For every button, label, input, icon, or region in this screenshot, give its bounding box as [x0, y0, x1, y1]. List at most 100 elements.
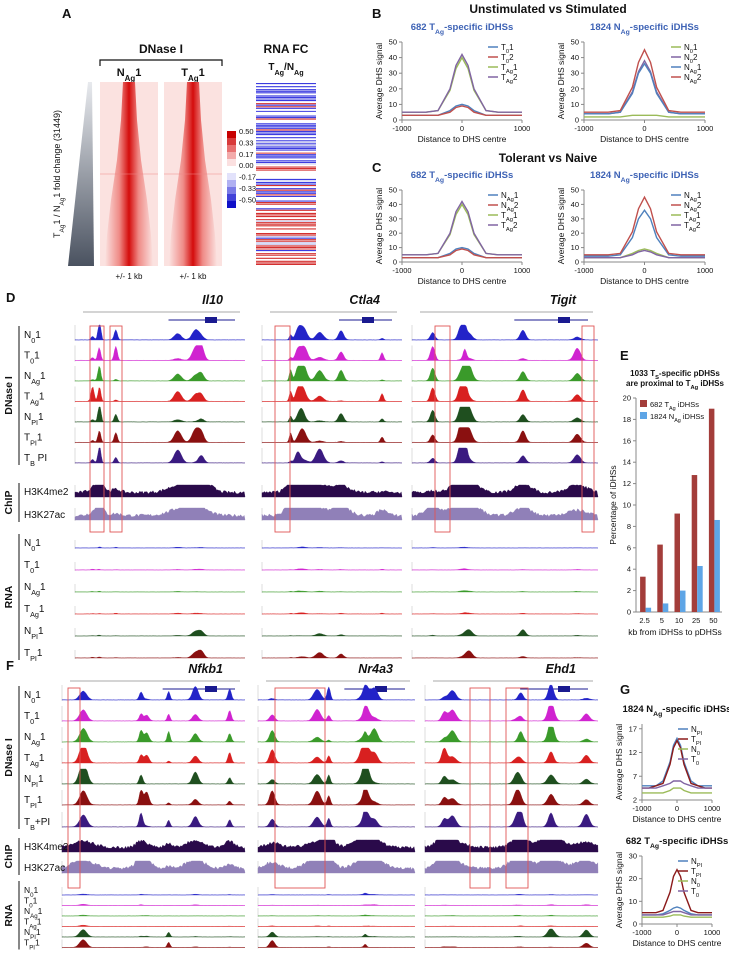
- legend-label-part: PI: [696, 741, 702, 747]
- y-tick-label: 30: [389, 69, 397, 78]
- track-label: NAg1: [24, 582, 46, 597]
- legend-label: TPI: [691, 735, 702, 747]
- track-label-part: 0: [30, 356, 34, 365]
- x-axis-label: Distance to DHS centre: [600, 134, 689, 144]
- track-signal: [261, 484, 403, 498]
- series-line: [642, 787, 712, 794]
- track-label-part: 1: [39, 604, 45, 615]
- y-tick-label: 10: [389, 100, 397, 109]
- track-label-part: Ag: [30, 610, 39, 619]
- track-label-part: T: [24, 753, 30, 764]
- series-line: [642, 868, 712, 914]
- x-tick-label: -1000: [632, 804, 651, 813]
- legend-label-part: Ag: [690, 197, 697, 203]
- chart-title: 682 TAg-specific iDHSs: [411, 170, 514, 184]
- track-label: N01: [24, 690, 41, 705]
- bar: [697, 565, 703, 612]
- track-label-part: PI: [30, 438, 37, 447]
- track-label-part: PI: [35, 453, 47, 464]
- legend-label-part: Ag: [690, 79, 697, 85]
- legend-label: N01: [684, 43, 698, 55]
- x-axis-label: Distance to DHS centre: [418, 134, 507, 144]
- x-tick-label: 5: [660, 616, 664, 625]
- legend-label-part: N: [684, 63, 690, 72]
- gene-exon: [558, 686, 570, 692]
- y-tick-label: 40: [389, 53, 397, 62]
- legend-label-part: N: [684, 53, 690, 62]
- legend-label-part: Ag: [506, 69, 513, 75]
- legend-label-part: 1: [509, 43, 514, 52]
- series-line: [584, 62, 705, 115]
- legend-label: NAg2: [501, 201, 519, 213]
- track-label-part: N: [24, 626, 31, 637]
- legend-label: 682 TAg iDHSs: [650, 400, 699, 412]
- track-label-part: 0: [31, 696, 35, 705]
- track-signal: [257, 925, 415, 927]
- track-signal: [412, 650, 599, 659]
- track-label-part: N: [24, 690, 31, 701]
- legend-label: T02: [501, 53, 514, 65]
- track-label-part: 1: [37, 917, 42, 927]
- x-tick-label: 0: [460, 266, 464, 275]
- track-signal: [74, 427, 246, 443]
- track-signal: [257, 839, 416, 853]
- track-label-part: T: [24, 604, 30, 615]
- y-tick-label: 20: [389, 229, 397, 238]
- legend-swatch: [640, 400, 647, 407]
- legend-label-part: N: [691, 725, 697, 734]
- x-tick-label: -1000: [574, 124, 593, 133]
- legend-label-part: 0: [506, 59, 509, 65]
- track-label-part: T: [24, 648, 30, 659]
- chart-title-part: Ag: [435, 29, 444, 36]
- legend-label-part: N: [691, 857, 697, 866]
- track-signal: [424, 860, 599, 874]
- legend-label-part: N: [684, 73, 690, 82]
- rna-subtitle-part: Ag: [274, 68, 284, 77]
- track-signal: [424, 839, 599, 853]
- legend-label-part: 0: [690, 59, 693, 65]
- track-label: NPI1: [24, 626, 44, 641]
- track-label-part: Ag: [30, 759, 39, 768]
- y-tick-label: 30: [389, 214, 397, 223]
- track-label-part: 1: [37, 795, 43, 806]
- legend-label-part: T: [684, 221, 689, 230]
- legend-label-part: 2: [513, 221, 518, 230]
- track-label-part: 0: [30, 717, 34, 726]
- x-tick-label: -1000: [632, 928, 651, 937]
- track-label: TPI1: [24, 433, 43, 448]
- track-label-part: 1: [38, 774, 44, 785]
- scale-swatch: [227, 166, 236, 173]
- track-label-part: PI: [30, 801, 37, 810]
- track-label-part: N: [24, 885, 30, 895]
- legend-label: TPI: [691, 867, 702, 879]
- track-label: TPI1: [24, 648, 43, 663]
- track-label: H3K4me2: [24, 487, 69, 498]
- track-signal: [74, 546, 246, 549]
- track-label: NAg1: [24, 906, 43, 920]
- track-signal: [261, 507, 403, 521]
- legend-label-part: N: [684, 191, 690, 200]
- track-label-part: 1: [35, 938, 40, 948]
- track-signal: [257, 747, 416, 764]
- bar: [662, 603, 669, 612]
- legend-label: T0: [691, 887, 699, 899]
- track-label-part: PI: [31, 418, 38, 427]
- track-signal: [61, 929, 246, 938]
- track-signal: [411, 484, 599, 498]
- legend-label-part: T: [501, 211, 506, 220]
- legend-label: N02: [684, 53, 698, 65]
- track-signal: [424, 789, 599, 806]
- track-label-part: 1: [35, 330, 41, 341]
- track-label-part: N: [24, 538, 31, 549]
- legend-label: NPI: [691, 725, 703, 737]
- series-line: [642, 914, 712, 918]
- track-label-part: 1: [34, 351, 40, 362]
- y-tick-label: 4: [627, 565, 631, 574]
- bar: [640, 576, 646, 612]
- legend-label-part: N: [691, 877, 697, 886]
- track-signal: [257, 860, 416, 874]
- track-signal: [411, 546, 599, 549]
- legend-label: NAg1: [684, 191, 702, 203]
- track-label-part: 1: [34, 560, 40, 571]
- track-label-part: Ag: [31, 377, 40, 386]
